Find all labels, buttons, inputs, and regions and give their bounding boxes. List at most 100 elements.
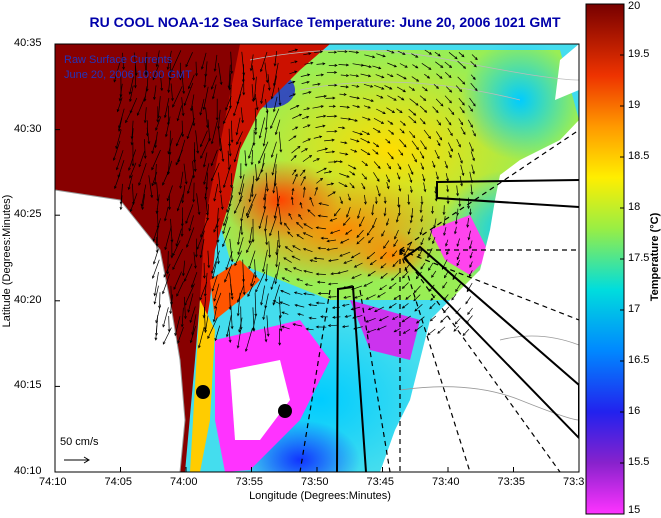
- current-vector: [159, 292, 161, 309]
- current-vector: [411, 76, 419, 82]
- current-vector-head: [172, 253, 176, 257]
- current-vector-head: [248, 240, 252, 244]
- current-vector: [316, 115, 326, 118]
- current-vector: [397, 95, 404, 101]
- current-vector-head: [255, 289, 258, 293]
- current-vector-head: [451, 297, 455, 301]
- current-vector: [432, 236, 436, 244]
- current-vector: [213, 307, 217, 322]
- current-vector-head: [468, 274, 472, 278]
- current-vector-head: [440, 319, 444, 323]
- radar-boundary-lines: [299, 129, 579, 472]
- current-vector-head: [281, 277, 285, 281]
- current-vector: [313, 136, 322, 139]
- current-vector: [420, 140, 427, 150]
- current-vector: [316, 273, 326, 275]
- current-vector-head: [470, 180, 474, 184]
- current-vector: [356, 236, 365, 245]
- current-vector-head: [273, 215, 277, 219]
- current-vector-head: [409, 179, 413, 184]
- current-vector: [292, 188, 294, 196]
- current-vector-head: [116, 109, 120, 113]
- current-vector-head: [448, 100, 452, 104]
- current-vector: [203, 296, 207, 318]
- current-vector: [447, 142, 453, 152]
- current-vector: [307, 209, 316, 217]
- current-vector-head: [385, 222, 389, 226]
- current-vector: [446, 86, 452, 93]
- current-vector-head: [376, 327, 380, 331]
- current-vector: [264, 193, 267, 209]
- x-tick-label: 73:40: [432, 476, 460, 488]
- current-vector-head: [456, 212, 460, 216]
- current-vector: [276, 249, 279, 267]
- current-vector: [114, 173, 121, 189]
- current-vector-head: [192, 123, 196, 127]
- current-vector-head: [303, 292, 307, 296]
- current-vector-head: [133, 85, 137, 89]
- current-vector-head: [326, 248, 330, 251]
- current-vector: [384, 85, 392, 90]
- current-vector: [271, 75, 278, 99]
- current-vector-head: [370, 99, 374, 102]
- current-vector: [303, 248, 313, 253]
- current-vector-head: [246, 212, 249, 217]
- current-vector: [408, 115, 417, 124]
- current-vector: [280, 290, 291, 295]
- y-tick-label: 40:30: [14, 122, 42, 135]
- current-vector: [353, 326, 363, 330]
- colorbar-tick-label: 17: [628, 303, 641, 315]
- current-vector: [300, 176, 306, 186]
- current-vector: [195, 61, 197, 76]
- current-vector-head: [180, 233, 184, 237]
- current-vector-head: [348, 197, 351, 202]
- current-vector-head: [190, 284, 194, 288]
- current-vector: [432, 106, 439, 113]
- current-vector: [407, 164, 414, 175]
- current-vector-head: [344, 141, 348, 145]
- current-vector-head: [302, 186, 306, 190]
- current-vector-head: [443, 275, 447, 279]
- current-vector-head: [376, 144, 380, 148]
- current-vector-head: [388, 305, 392, 309]
- current-vector: [386, 107, 395, 113]
- current-vector: [214, 292, 222, 309]
- current-vector: [430, 295, 436, 301]
- current-vector: [295, 304, 305, 308]
- current-vector: [342, 325, 349, 328]
- current-vector: [393, 294, 401, 300]
- current-vector: [129, 76, 134, 95]
- current-vector-head: [407, 201, 411, 206]
- current-vector: [225, 251, 233, 270]
- current-vector-head: [409, 220, 413, 224]
- current-vector: [152, 65, 160, 80]
- current-vector-head: [378, 318, 383, 322]
- current-vector: [470, 74, 476, 80]
- current-vector-head: [129, 98, 132, 103]
- current-vector-head: [267, 87, 271, 91]
- current-vector: [116, 150, 124, 170]
- current-vector: [380, 263, 387, 269]
- current-vector: [309, 317, 317, 320]
- current-vector: [470, 151, 475, 161]
- current-vector-head: [176, 208, 180, 212]
- current-vector: [252, 315, 257, 331]
- current-vector: [303, 223, 313, 230]
- x-tick-label: 73:3: [563, 476, 585, 488]
- station-marker: [196, 385, 210, 399]
- current-vector: [403, 248, 409, 256]
- current-vector: [145, 52, 148, 74]
- current-vector-head: [308, 316, 312, 320]
- current-vector: [183, 296, 186, 319]
- current-vector: [368, 306, 375, 310]
- current-vector-head: [405, 296, 409, 300]
- current-vector: [246, 238, 254, 253]
- current-vector: [302, 155, 312, 162]
- current-vector-head: [334, 83, 338, 87]
- current-vector: [458, 52, 465, 57]
- current-vector: [275, 262, 280, 284]
- current-vector-head: [315, 272, 319, 276]
- current-vector-head: [228, 153, 232, 157]
- current-vector-head: [329, 218, 333, 222]
- current-vector: [460, 126, 466, 135]
